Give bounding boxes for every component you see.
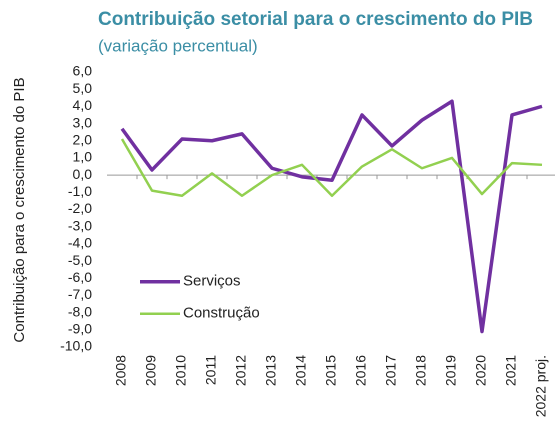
y-tick-label: 1,0 bbox=[73, 149, 93, 165]
y-tick-label: -4,0 bbox=[68, 235, 92, 251]
y-tick-label: 2,0 bbox=[73, 131, 93, 147]
y-tick-label: -10,0 bbox=[60, 338, 92, 354]
x-tick-label: 2019 bbox=[443, 355, 459, 386]
y-tick-label: 3,0 bbox=[73, 114, 93, 130]
x-tick-label: 2016 bbox=[353, 355, 369, 386]
x-tick-label: 2018 bbox=[413, 355, 429, 386]
y-tick-label: -2,0 bbox=[68, 200, 92, 216]
x-tick-label: 2014 bbox=[293, 355, 309, 386]
x-tick-label: 2020 bbox=[473, 355, 489, 386]
x-tick-label: 2008 bbox=[113, 355, 129, 386]
y-tick-label: 6,0 bbox=[73, 63, 93, 79]
x-tick-label: 2011 bbox=[203, 355, 219, 385]
y-tick-label: -6,0 bbox=[68, 269, 92, 285]
y-axis-label: Contribuição para o crescimento do PIB bbox=[11, 77, 28, 342]
x-tick-label: 2013 bbox=[263, 355, 279, 386]
y-tick-label: -7,0 bbox=[68, 286, 92, 302]
y-tick-label: -3,0 bbox=[68, 217, 92, 233]
series-line bbox=[120, 99, 543, 334]
x-tick-label: 2022 proj. bbox=[533, 355, 549, 417]
x-tick-label: 2015 bbox=[323, 355, 339, 386]
y-tick-label: -9,0 bbox=[68, 321, 92, 337]
x-tick-label: 2012 bbox=[233, 355, 249, 386]
x-tick-label: 2017 bbox=[383, 355, 399, 386]
y-tick-label: -1,0 bbox=[68, 183, 92, 199]
chart-subtitle: (variação percentual) bbox=[98, 36, 258, 55]
chart-title: Contribuição setorial para o crescimento… bbox=[98, 9, 533, 30]
legend-label: Serviços bbox=[183, 273, 241, 290]
y-tick-label: 0,0 bbox=[73, 166, 93, 182]
x-tick-label: 2009 bbox=[143, 355, 159, 386]
y-tick-label: 5,0 bbox=[73, 80, 93, 96]
y-tick-label: 4,0 bbox=[73, 97, 93, 113]
legend-label: Construção bbox=[183, 305, 260, 322]
series-line bbox=[120, 138, 543, 197]
y-tick-label: -8,0 bbox=[68, 303, 92, 319]
x-tick-label: 2021 bbox=[503, 355, 519, 386]
y-tick-label: -5,0 bbox=[68, 252, 92, 268]
x-tick-label: 2010 bbox=[173, 355, 189, 386]
